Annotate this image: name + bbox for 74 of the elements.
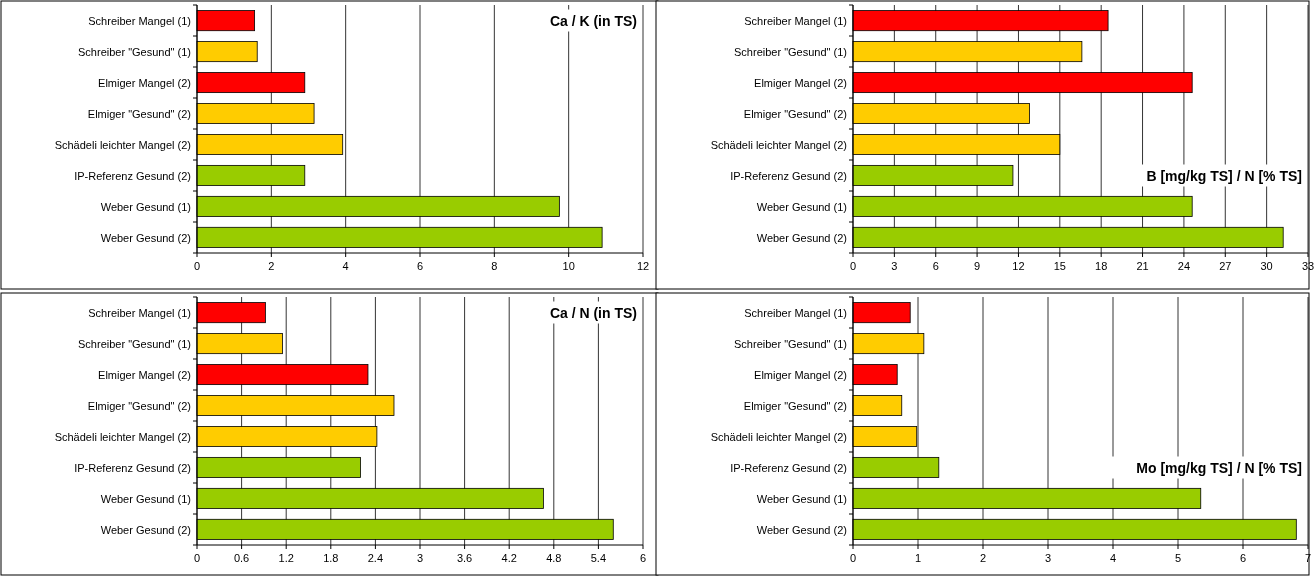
x-tick-label: 5.4 (590, 552, 607, 564)
y-tick-label: Schreiber Mangel (1) (744, 14, 847, 27)
x-tick-label: 18 (1095, 260, 1108, 272)
y-tick-label: Schreiber Mangel (1) (744, 306, 847, 319)
y-tick-label: Schreiber Mangel (1) (88, 306, 191, 319)
x-tick-label: 1.2 (278, 552, 294, 564)
y-tick-label: IP-Referenz Gesund (2) (74, 169, 191, 182)
x-tick-label: 3.6 (456, 552, 473, 564)
y-tick-label: Elmiger Mangel (2) (754, 368, 847, 381)
x-tick-label: 6 (639, 552, 647, 564)
x-tick-label: 0 (849, 260, 857, 272)
y-tick-label: Weber Gesund (1) (100, 492, 191, 505)
x-tick-label: 24 (1177, 260, 1191, 272)
x-tick-label: 5 (1174, 552, 1182, 564)
x-tick-label: 3 (1044, 552, 1052, 564)
x-tick-label: 21 (1136, 260, 1149, 272)
y-tick-label: Schreiber "Gesund" (1) (78, 45, 191, 58)
y-tick-label: Schreiber "Gesund" (1) (734, 337, 847, 350)
y-tick-label: Weber Gesund (2) (756, 231, 847, 244)
x-tick-label: 8 (491, 260, 498, 272)
x-tick-label: 4 (1109, 552, 1117, 564)
y-tick-label: IP-Referenz Gesund (2) (730, 169, 847, 182)
x-tick-label: 15 (1053, 260, 1066, 272)
y-tick-label: Elmiger Mangel (2) (98, 76, 191, 89)
x-tick-label: 2 (268, 260, 275, 272)
text: Mo [mg/kg TS] / N [% TS] (1136, 459, 1302, 476)
y-tick-label: Weber Gesund (2) (756, 523, 847, 536)
x-tick-label: 9 (974, 260, 981, 272)
y-tick-label: Schädeli leichter Mangel (2) (710, 430, 847, 443)
y-tick-label: Elmiger "Gesund" (2) (743, 107, 847, 120)
y-tick-label: Schreiber Mangel (1) (88, 14, 191, 27)
x-tick-label: 10 (562, 260, 575, 272)
y-tick-label: Elmiger Mangel (2) (754, 76, 847, 89)
x-tick-label: 33 (1301, 260, 1315, 272)
x-tick-label: 0 (193, 552, 201, 564)
y-tick-label: Schädeli leichter Mangel (2) (54, 430, 191, 443)
text: Ca / K (in TS) (549, 12, 637, 29)
x-tick-label: 30 (1260, 260, 1273, 272)
x-tick-label: 7 (1304, 552, 1312, 564)
x-tick-label: 0 (849, 552, 857, 564)
text: B [mg/kg TS] / N [% TS] (1146, 167, 1302, 184)
y-tick-label: Elmiger "Gesund" (2) (87, 107, 191, 120)
x-tick-label: 2 (979, 552, 987, 564)
x-tick-label: 3 (416, 552, 424, 564)
x-tick-label: 6 (1239, 552, 1247, 564)
y-tick-label: Schreiber "Gesund" (1) (734, 45, 847, 58)
x-tick-label: 1.8 (323, 552, 339, 564)
x-tick-label: 6 (416, 260, 424, 272)
y-tick-label: Weber Gesund (1) (756, 492, 847, 505)
y-tick-label: Weber Gesund (2) (100, 523, 191, 536)
x-tick-label: 2.4 (367, 552, 384, 564)
x-tick-label: 0 (193, 260, 201, 272)
x-tick-label: 4 (342, 260, 349, 272)
y-tick-label: Schädeli leichter Mangel (2) (54, 138, 191, 151)
y-tick-label: IP-Referenz Gesund (2) (730, 461, 847, 474)
x-tick-label: 0.6 (233, 552, 250, 564)
y-tick-label: Elmiger Mangel (2) (98, 368, 191, 381)
text: Ca / N (in TS) (549, 304, 637, 321)
y-tick-label: Weber Gesund (1) (756, 200, 847, 213)
x-tick-label: 27 (1219, 260, 1232, 272)
x-tick-label: 4.8 (546, 552, 562, 564)
y-tick-label: Schreiber "Gesund" (1) (78, 337, 191, 350)
y-tick-label: Weber Gesund (2) (100, 231, 191, 244)
y-tick-label: IP-Referenz Gesund (2) (74, 461, 191, 474)
y-tick-label: Weber Gesund (1) (100, 200, 191, 213)
x-tick-label: 12 (1012, 260, 1025, 272)
y-tick-label: Elmiger "Gesund" (2) (87, 399, 191, 412)
x-tick-label: 12 (636, 260, 650, 272)
y-tick-label: Elmiger "Gesund" (2) (743, 399, 847, 412)
x-tick-label: 1 (914, 552, 922, 564)
y-tick-label: Schädeli leichter Mangel (2) (710, 138, 847, 151)
x-tick-label: 6 (932, 260, 939, 272)
x-tick-label: 3 (891, 260, 898, 272)
x-tick-label: 4.2 (501, 552, 517, 564)
